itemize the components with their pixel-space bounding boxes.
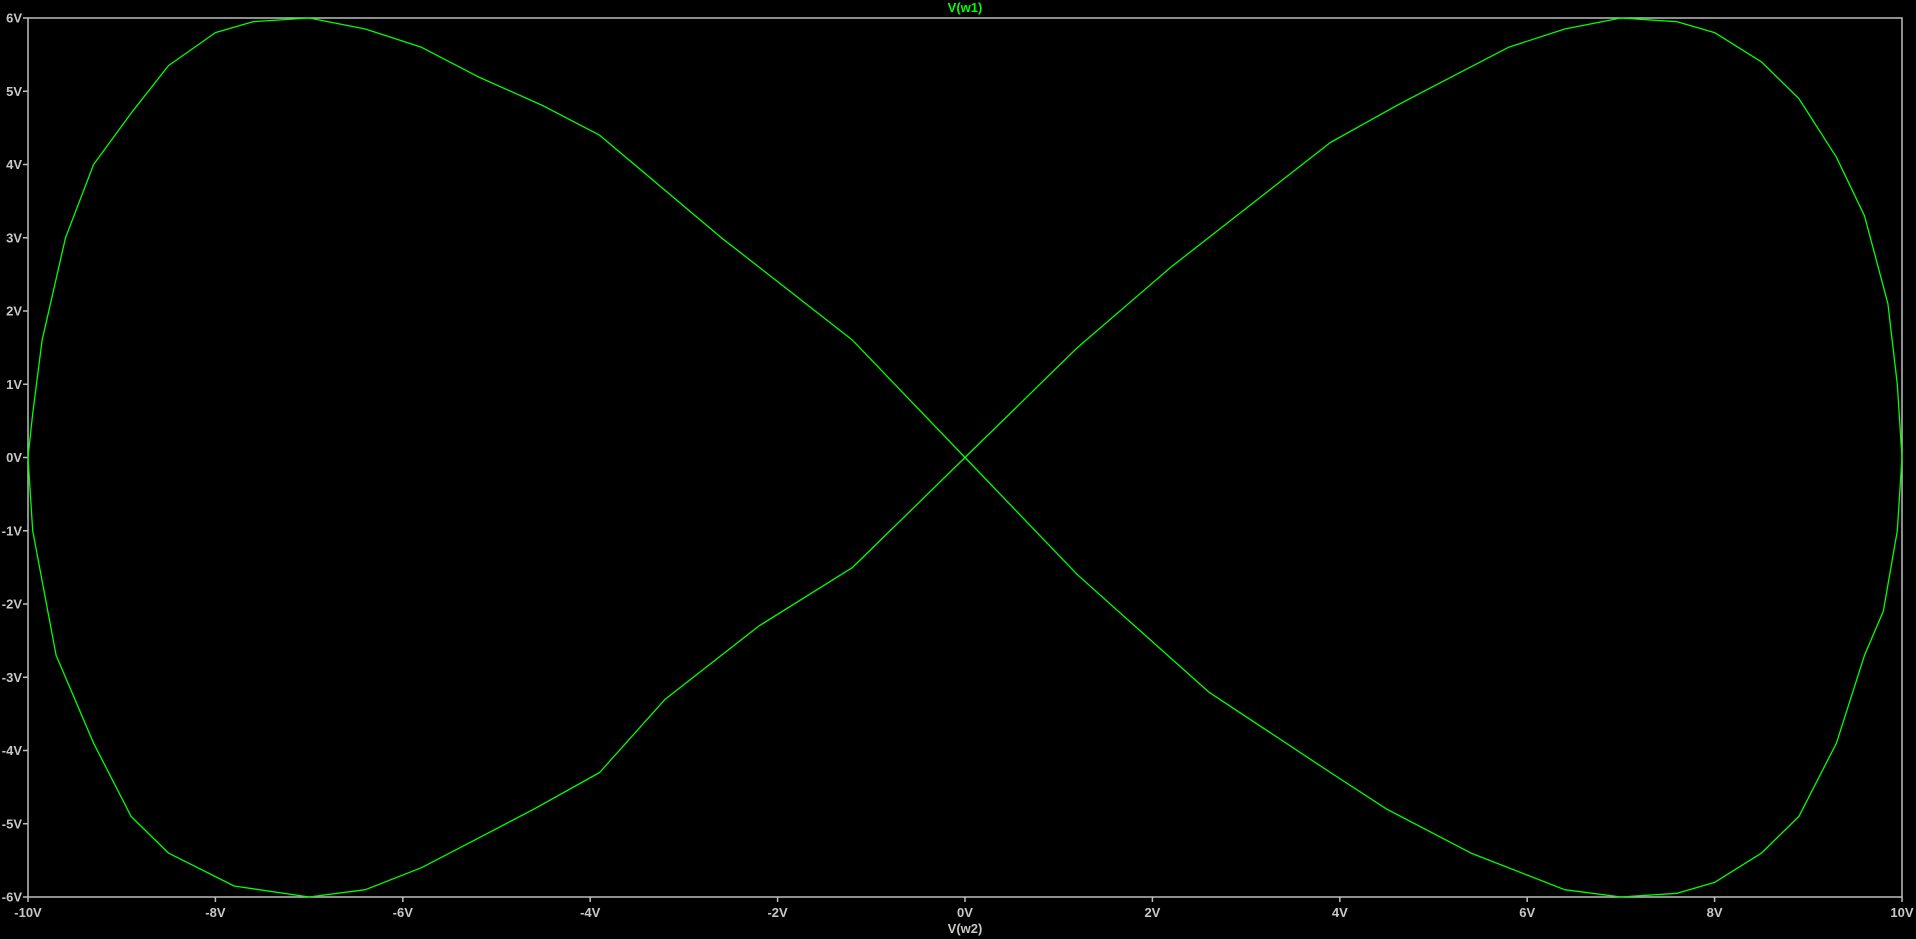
x-tick-label: 4V	[1332, 905, 1348, 920]
x-axis-label[interactable]: V(w2)	[948, 921, 983, 936]
y-tick-label: 2V	[6, 304, 22, 319]
x-tick-label: -2V	[767, 905, 788, 920]
x-axis-ticks: -10V -8V -6V -4V -2V 0V 2V 4V 6V 8V 10V	[14, 897, 1914, 920]
y-tick-label: 3V	[6, 230, 22, 245]
x-tick-label: -10V	[14, 905, 42, 920]
y-tick-label: -5V	[2, 816, 23, 831]
y-tick-label: 0V	[6, 450, 22, 465]
y-tick-label: 1V	[6, 377, 22, 392]
y-tick-label: -1V	[2, 523, 23, 538]
x-tick-label: -6V	[393, 905, 414, 920]
x-tick-label: -8V	[205, 905, 226, 920]
x-tick-label: 6V	[1519, 905, 1535, 920]
y-tick-label: 5V	[6, 84, 22, 99]
y-tick-label: -4V	[2, 743, 23, 758]
x-tick-label: 8V	[1707, 905, 1723, 920]
y-tick-label: -6V	[2, 890, 23, 905]
trace-title[interactable]: V(w1)	[948, 0, 983, 15]
x-tick-label: 2V	[1144, 905, 1160, 920]
series-line-v-w1	[27, 17, 1903, 898]
y-tick-label: -3V	[2, 670, 23, 685]
x-tick-label: 0V	[957, 905, 973, 920]
x-tick-label: -4V	[580, 905, 601, 920]
y-tick-label: 4V	[6, 157, 22, 172]
y-tick-label: 6V	[6, 11, 22, 26]
y-tick-label: -2V	[2, 597, 23, 612]
series-layer	[27, 17, 1903, 898]
y-axis-ticks: 6V 5V 4V 3V 2V 1V 0V -1V -2V -3V -4V -5V -6V	[2, 11, 28, 905]
x-tick-label: 10V	[1890, 905, 1913, 920]
